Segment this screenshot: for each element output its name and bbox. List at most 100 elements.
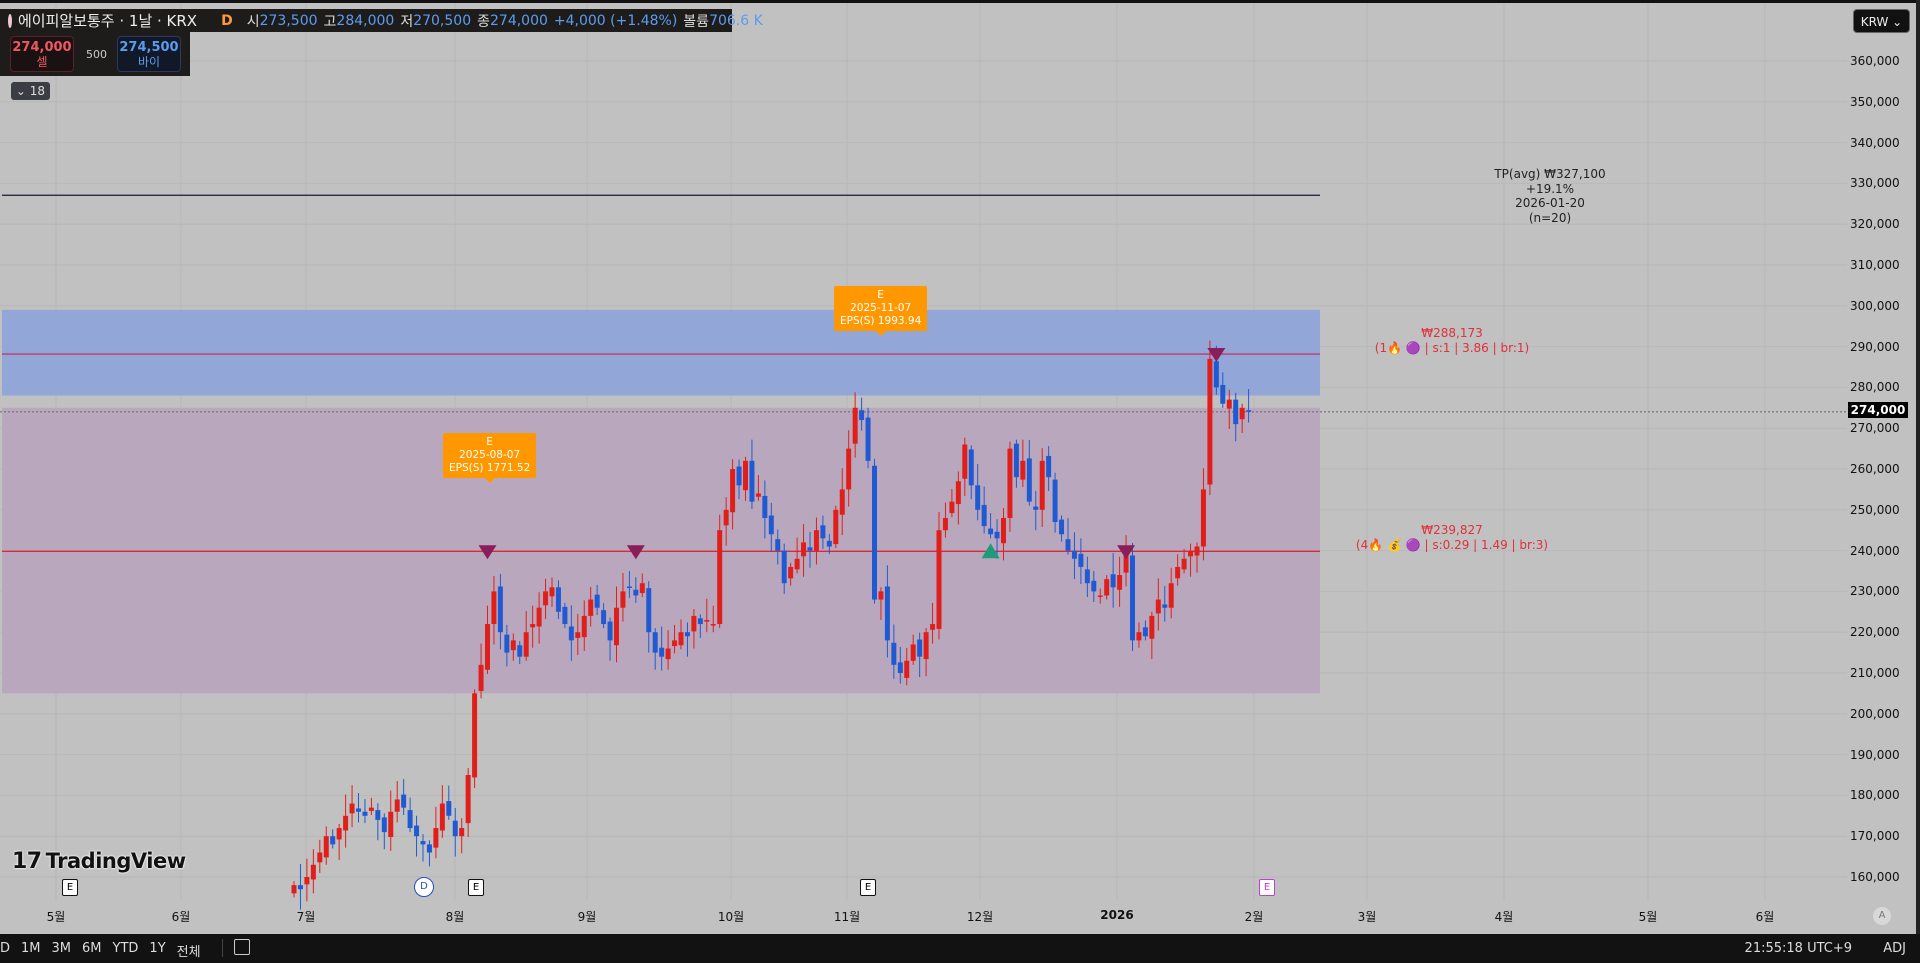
range-ytd[interactable]: YTD [112, 941, 139, 956]
tp-upside: +19.1% [1525, 181, 1575, 196]
symbol-legend: 에이피알보통주 · 1날 · KRX D 시 273,500 고 284,000 저… [0, 9, 763, 32]
candle-body [601, 610, 607, 625]
price-axis-label: 360,000 [1850, 54, 1900, 68]
price-axis-label: 240,000 [1850, 543, 1900, 558]
earnings-label[interactable]: E 2025-08-07 EPS(S) 1771.52 [443, 433, 537, 483]
tradingview-wordmark: TradingView [45, 849, 186, 873]
candle-body [594, 594, 600, 608]
bottom-toolbar: D 1M 3M 6M YTD 1Y 전체 21:55:18 UTC+9 ADJ [0, 934, 1920, 963]
candle-body [1188, 550, 1194, 557]
candle-body [304, 877, 310, 885]
close-label: 종 [477, 13, 490, 30]
candle-body [1065, 539, 1071, 551]
candle-body [975, 485, 981, 510]
candle-body [639, 583, 645, 594]
time-axis-label: 12월 [966, 910, 994, 924]
candle-body [988, 528, 994, 535]
earnings-event-marker[interactable]: E [62, 879, 78, 896]
high-label: 고 [323, 13, 337, 30]
candle-body [801, 542, 807, 557]
buy-signal-marker [981, 543, 1000, 559]
price-axis-label: 200,000 [1850, 706, 1900, 721]
candle-body [401, 794, 407, 808]
candle-body [581, 615, 587, 638]
candle-body [414, 825, 420, 837]
candle-body [465, 775, 471, 824]
go-to-date-calendar-icon[interactable] [234, 939, 250, 955]
time-axis-label: 8월 [445, 910, 465, 924]
time-axis-label: 3월 [1357, 910, 1377, 924]
candle-body [1233, 399, 1239, 425]
candle-body [968, 449, 974, 486]
sell-label: 셀 [36, 55, 48, 69]
time-axis-label: 2월 [1244, 910, 1264, 924]
interval-badge: D [221, 12, 233, 29]
candle-body [388, 811, 394, 838]
range-1m[interactable]: 1M [21, 941, 41, 956]
candle-body [291, 885, 297, 894]
price-axis-label: 230,000 [1850, 584, 1900, 599]
auto-scale-button[interactable]: A [1873, 907, 1891, 925]
candle-body [510, 640, 516, 651]
divider [222, 939, 223, 957]
time-axis-label: 4월 [1494, 910, 1514, 924]
adjust-toggle[interactable]: ADJ [1883, 941, 1906, 956]
candle-body [343, 815, 349, 831]
time-axis-label: 2026 [1100, 908, 1134, 922]
candle-body [852, 407, 858, 444]
candle-body [420, 841, 426, 845]
tp-count: (n=20) [1528, 210, 1572, 225]
indicators-toggle-button[interactable]: ⌄ 18 [11, 82, 50, 100]
clock[interactable]: 21:55:18 UTC+9 [1744, 941, 1852, 956]
symbol-title[interactable]: 에이피알보통주 · 1날 · KRX [18, 12, 198, 30]
currency-select[interactable]: KRW ⌄ [1853, 9, 1910, 33]
range-all[interactable]: 전체 [176, 945, 201, 960]
candle-body [1136, 632, 1142, 641]
tradingview-logo[interactable]: 𝟭𝟳 TradingView [12, 848, 186, 874]
price-chart[interactable] [0, 0, 1920, 934]
upcoming-earnings-marker[interactable]: E [1259, 879, 1275, 896]
candle-body [1246, 410, 1252, 412]
candle-body [846, 448, 852, 490]
candle-body [872, 465, 877, 600]
candle-body [1175, 566, 1181, 579]
indicator-count: 18 [29, 84, 46, 98]
candle-body [1239, 407, 1245, 420]
low-label: 저 [400, 13, 414, 30]
earnings-event-marker[interactable]: E [468, 879, 484, 896]
earnings-date: 2025-08-07 [459, 449, 521, 461]
last-price-tag: 274,000 [1848, 402, 1908, 418]
candle-body [910, 644, 916, 661]
candle-body [368, 807, 374, 811]
sell-signal-marker [1207, 348, 1226, 363]
candle-body [891, 642, 897, 665]
candle-body [1123, 550, 1129, 573]
range-6m[interactable]: 6M [82, 941, 102, 956]
dividend-event-marker[interactable]: D [414, 877, 434, 897]
sell-button[interactable]: 274,000 셀 [10, 36, 74, 72]
candle-body [323, 836, 329, 858]
earnings-event-marker[interactable]: E [860, 879, 876, 896]
earnings-date: 2025-11-07 [850, 302, 912, 314]
candle-body [923, 632, 929, 660]
buy-button[interactable]: 274,500 바이 [117, 36, 181, 72]
candle-body [1091, 580, 1097, 592]
candle-body [1149, 615, 1155, 639]
date-range-selector: D 1M 3M 6M YTD 1Y 전체 [0, 941, 201, 960]
candle-body [1130, 555, 1135, 641]
candle-body [1059, 519, 1065, 535]
price-axis-label: 350,000 [1850, 94, 1900, 109]
candle-body [530, 624, 536, 628]
candle-body [1207, 358, 1213, 485]
range-3m[interactable]: 3M [51, 941, 72, 956]
candle-body [652, 632, 658, 653]
candle-body [1033, 506, 1039, 510]
candle-body [1046, 455, 1052, 478]
candle-body [297, 885, 303, 890]
candle-body [504, 634, 510, 653]
candle-body [833, 509, 839, 545]
range-1y[interactable]: 1Y [149, 941, 166, 956]
range-d[interactable]: D [0, 941, 11, 956]
volume-label: 볼륨 [683, 13, 710, 30]
earnings-label[interactable]: E 2025-11-07 EPS(S) 1993.94 [834, 286, 928, 336]
